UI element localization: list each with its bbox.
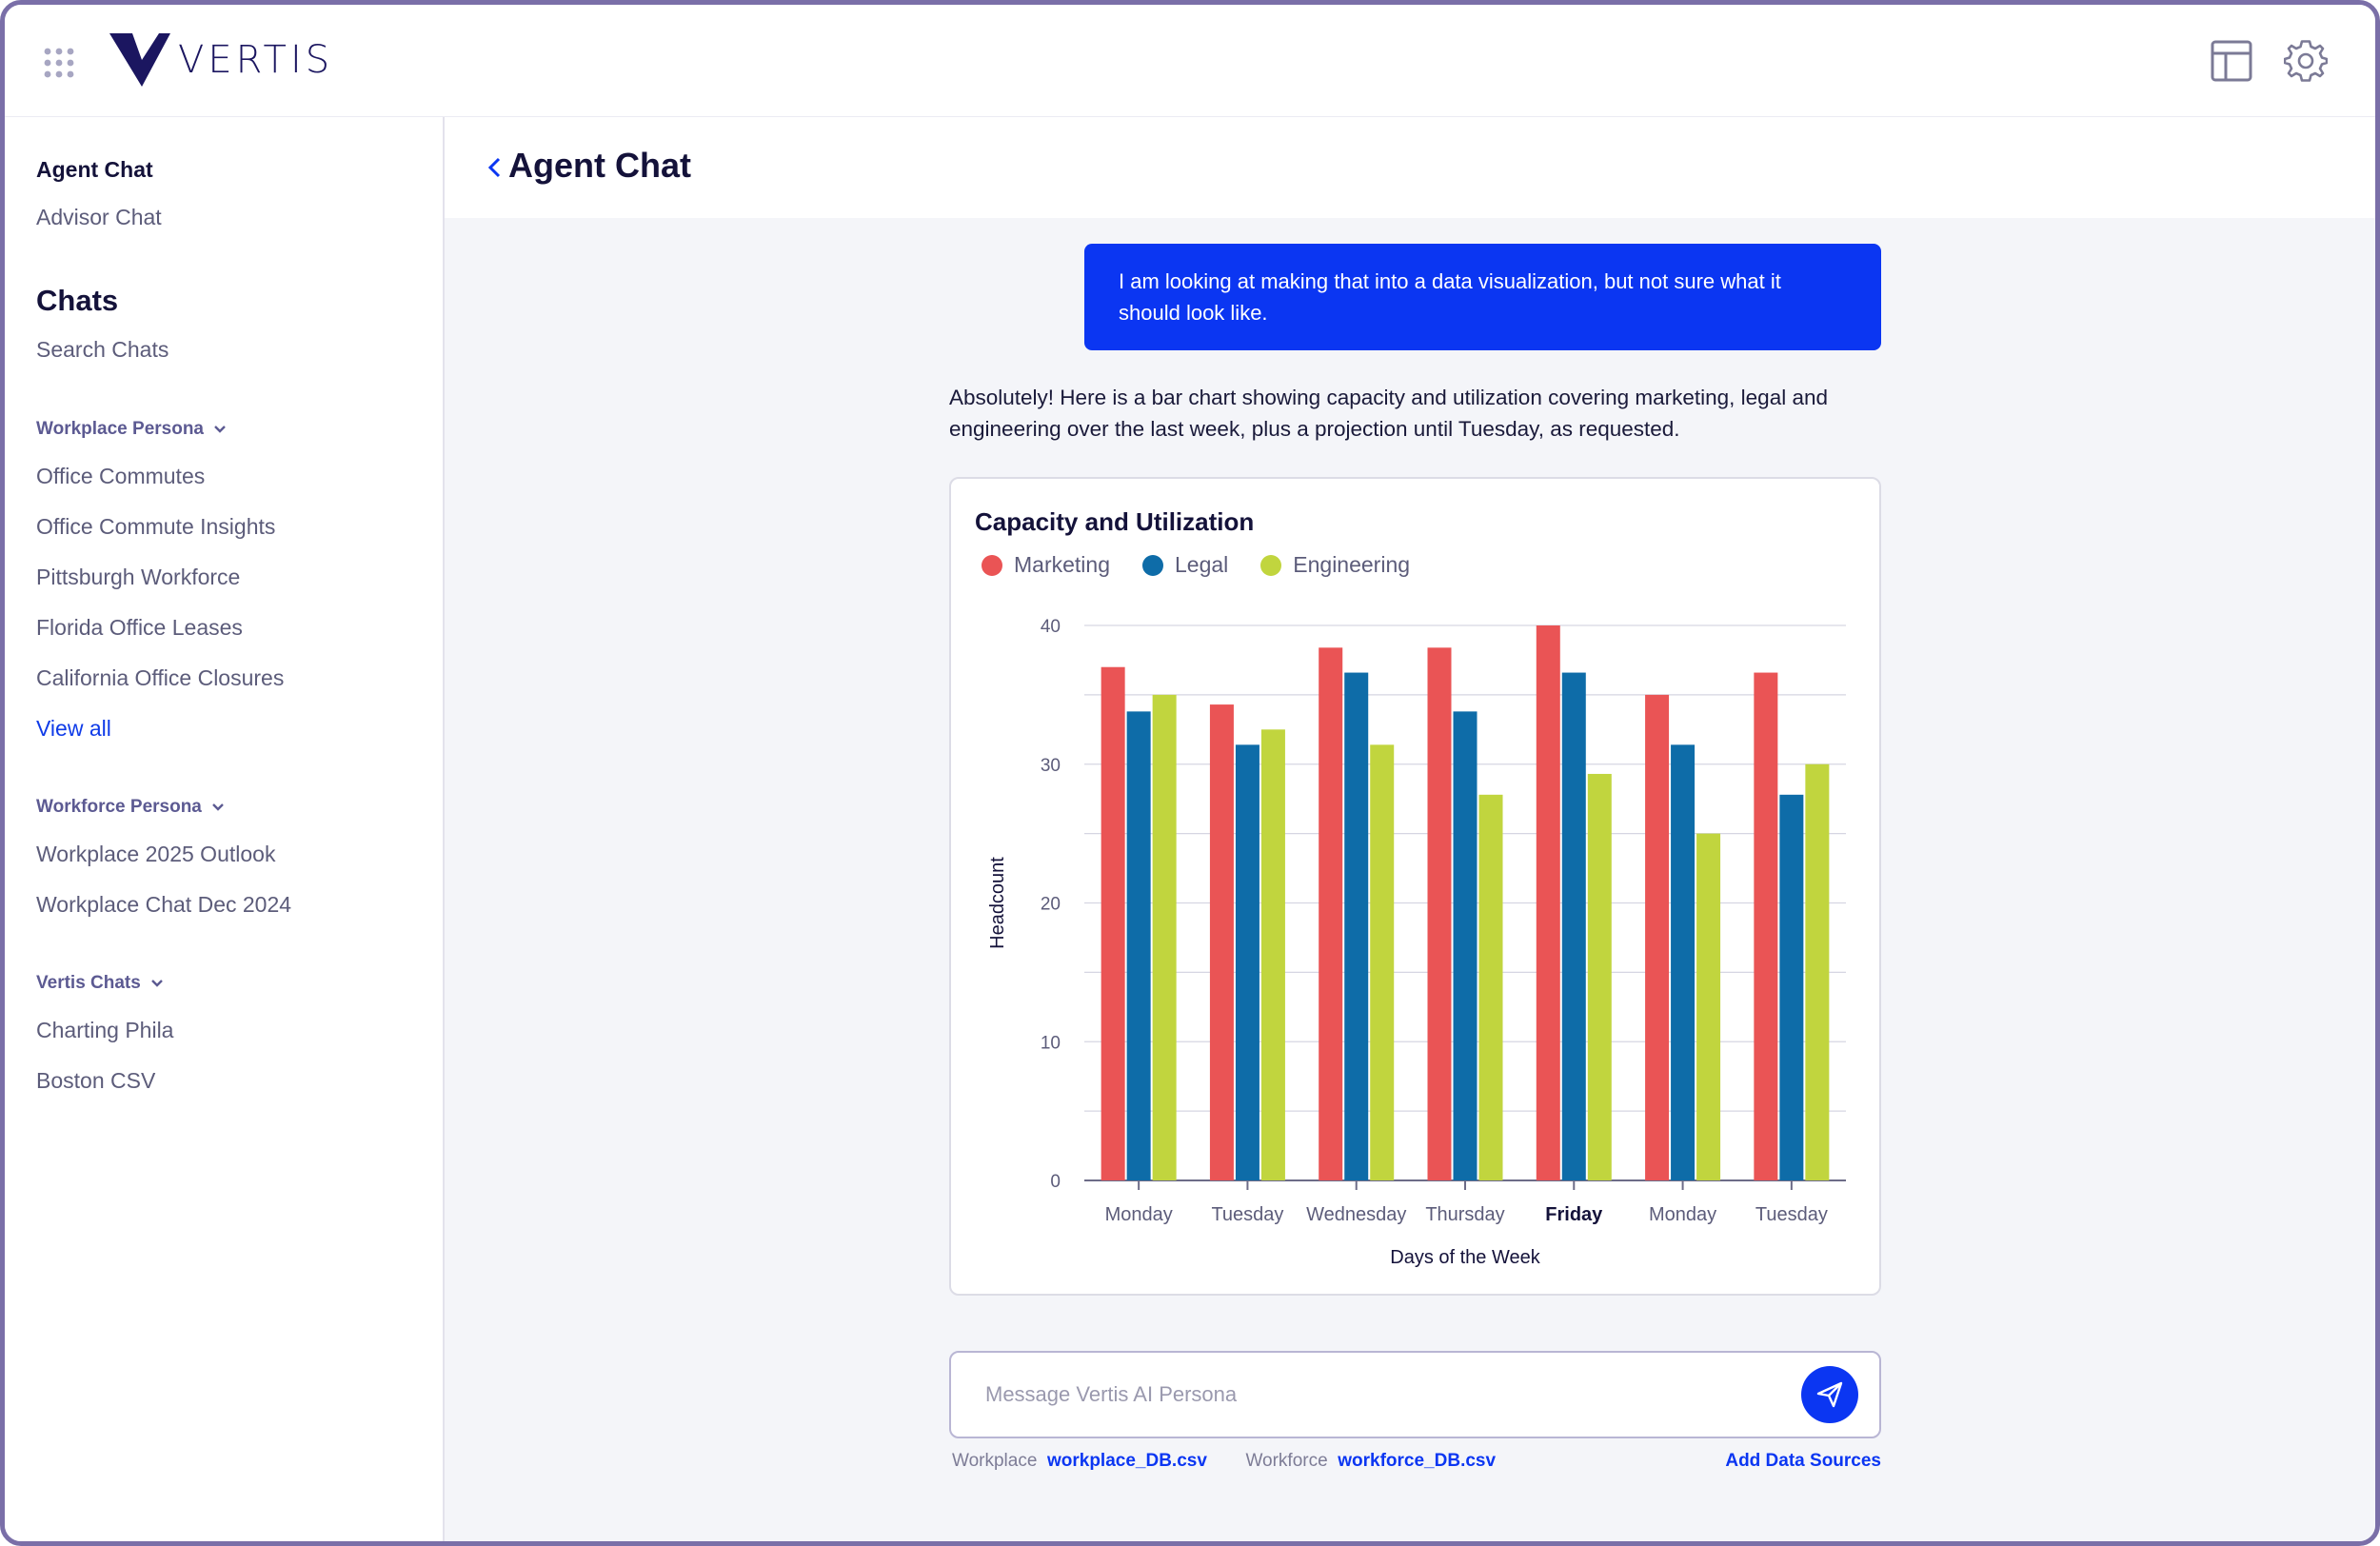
group-workforce-persona[interactable]: Workforce Persona — [36, 797, 225, 818]
legend-item-marketing[interactable]: Marketing — [982, 552, 1110, 578]
bar-marketing — [1101, 666, 1125, 1180]
send-icon — [1816, 1381, 1843, 1408]
x-tick-label: Tuesday — [1211, 1204, 1283, 1225]
chevron-down-icon — [214, 426, 226, 433]
add-data-sources-link[interactable]: Add Data Sources — [1725, 1451, 1881, 1471]
search-chats-link[interactable]: Search Chats — [36, 337, 169, 362]
legend-swatch — [1260, 554, 1282, 576]
sidebar-chat-item[interactable]: Florida Office Leases — [36, 615, 243, 640]
group-title: Vertis Chats — [36, 973, 141, 993]
sidebar-chat-item[interactable]: Office Commute Insights — [36, 514, 276, 539]
top-bar: VERTIS — [5, 5, 2375, 117]
chevron-left-icon[interactable] — [483, 151, 506, 184]
group-title: Workforce Persona — [36, 797, 202, 817]
group-vertis-chats[interactable]: Vertis Chats — [36, 973, 164, 994]
chevron-down-icon — [212, 803, 224, 811]
workplace-source-file[interactable]: workplace_DB.csv — [1046, 1451, 1207, 1471]
sidebar-item-advisor-chat[interactable]: Advisor Chat — [36, 205, 162, 229]
legend-item-engineering[interactable]: Engineering — [1260, 552, 1410, 578]
y-tick-label: 30 — [1041, 756, 1061, 776]
view-all-link[interactable]: View all — [36, 716, 111, 741]
logo-text: VERTIS — [178, 38, 334, 82]
bar-legal — [1779, 794, 1804, 1180]
main-panel: Agent Chat I am looking at making that i… — [445, 117, 2375, 1541]
sidebar-chat-item[interactable]: Workplace 2025 Outlook — [36, 842, 276, 866]
sidebar-chat-item[interactable]: Workplace Chat Dec 2024 — [36, 892, 292, 917]
settings-gear-icon[interactable] — [2284, 39, 2328, 83]
sidebar-chat-item[interactable]: Office Commutes — [36, 464, 206, 488]
bar-marketing — [1427, 647, 1452, 1180]
bar-engineering — [1587, 773, 1612, 1180]
bar-chart: 0 10 20 30 40 Monday Tuesday Wednesday Thursday F… — [987, 617, 1846, 1268]
workforce-source-label: Workforce — [1245, 1451, 1328, 1471]
y-tick-label: 0 — [1050, 1172, 1061, 1192]
bar-marketing — [1209, 704, 1234, 1180]
group-title: Workplace Persona — [36, 419, 205, 439]
sidebar: Agent Chat Advisor Chat Chats Search Cha… — [5, 117, 445, 1541]
bar-engineering — [1478, 794, 1503, 1180]
y-tick-label: 10 — [1041, 1033, 1061, 1053]
user-message-bubble: I am looking at making that into a data … — [1084, 244, 1881, 350]
x-tick-label: Wednesday — [1306, 1204, 1406, 1225]
chart-card: Capacity and Utilization Marketing Legal… — [949, 477, 1881, 1296]
y-tick-label: 40 — [1041, 617, 1061, 637]
vertis-logo[interactable]: VERTIS — [109, 31, 333, 89]
bar-legal — [1126, 711, 1151, 1180]
sidebar-chat-item[interactable]: California Office Closures — [36, 665, 285, 690]
bar-engineering — [1370, 744, 1395, 1180]
message-composer — [949, 1351, 1881, 1438]
legend-item-legal[interactable]: Legal — [1141, 552, 1229, 578]
legend-swatch — [982, 554, 1002, 576]
bar-marketing — [1319, 647, 1343, 1180]
y-axis-title: Headcount — [987, 857, 1008, 949]
vertis-logo-mark-icon — [109, 33, 170, 87]
x-tick-label: Monday — [1649, 1204, 1716, 1225]
x-tick-label: Friday — [1545, 1204, 1603, 1225]
bar-marketing — [1754, 672, 1778, 1180]
chart-title: Capacity and Utilization — [975, 507, 1255, 536]
bar-marketing — [1536, 625, 1560, 1180]
x-tick-label: Monday — [1105, 1204, 1173, 1225]
page-header: Agent Chat — [445, 117, 2375, 218]
sidebar-chat-item[interactable]: Charting Phila — [36, 1018, 174, 1042]
bar-engineering — [1152, 694, 1177, 1180]
bar-legal — [1344, 672, 1369, 1180]
legend-label: Engineering — [1293, 552, 1411, 577]
bar-legal — [1561, 672, 1586, 1180]
legend-label: Marketing — [1014, 552, 1110, 577]
message-input[interactable] — [985, 1376, 1766, 1414]
chart-legend: Marketing Legal Engineering — [982, 552, 1410, 578]
workforce-source-file[interactable]: workforce_DB.csv — [1338, 1451, 1497, 1471]
bar-legal — [1453, 711, 1478, 1180]
group-workplace-persona[interactable]: Workplace Persona — [36, 419, 227, 440]
legend-swatch — [1141, 554, 1163, 576]
x-tick-label: Thursday — [1425, 1204, 1504, 1225]
chevron-down-icon — [150, 980, 163, 987]
grid-dots-icon[interactable] — [43, 47, 75, 79]
x-tick-label: Tuesday — [1755, 1204, 1828, 1225]
data-sources-bar: Workplace workplace_DB.csv Workforce wor… — [952, 1451, 1881, 1472]
table-layout-icon[interactable] — [2210, 39, 2253, 83]
bar-engineering — [1805, 763, 1830, 1180]
bar-engineering — [1260, 729, 1285, 1180]
x-axis-title: Days of the Week — [1390, 1247, 1540, 1268]
send-button[interactable] — [1801, 1366, 1858, 1423]
bar-legal — [1235, 744, 1259, 1180]
assistant-message: Absolutely! Here is a bar chart showing … — [949, 386, 1828, 441]
chats-heading: Chats — [36, 284, 119, 317]
bar-legal — [1671, 744, 1696, 1180]
sidebar-chat-item[interactable]: Boston CSV — [36, 1068, 156, 1093]
sidebar-item-agent-chat[interactable]: Agent Chat — [36, 157, 153, 182]
legend-label: Legal — [1174, 552, 1229, 577]
bar-marketing — [1645, 694, 1670, 1180]
sidebar-chat-item[interactable]: Pittsburgh Workforce — [36, 565, 241, 589]
bar-engineering — [1696, 833, 1721, 1180]
workplace-source-label: Workplace — [952, 1451, 1038, 1471]
y-tick-label: 20 — [1041, 895, 1061, 915]
page-title: Agent Chat — [508, 146, 691, 185]
